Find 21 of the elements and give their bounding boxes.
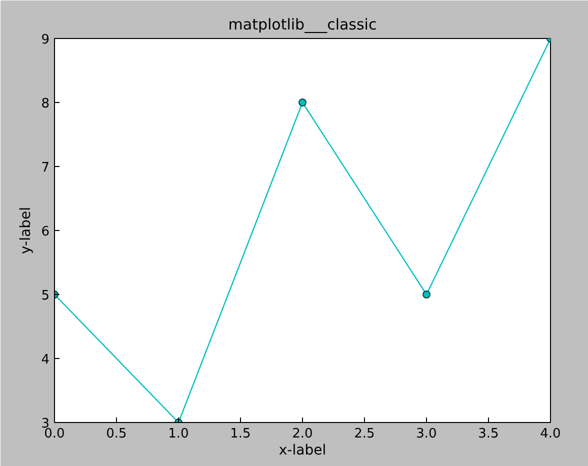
x-tick-label: 1.0	[168, 426, 189, 442]
x-tick-label: 0.0	[44, 426, 65, 442]
y-tick-label: 8	[41, 96, 50, 112]
line-series	[54, 38, 550, 422]
y-tick-label: 4	[41, 352, 50, 368]
point	[422, 290, 430, 298]
x-tick-label: 3.5	[478, 426, 499, 442]
x-tick-label: 4.0	[540, 426, 561, 442]
y-tick-label: 7	[41, 160, 50, 176]
x-tick-label: 3.0	[416, 426, 437, 442]
point	[298, 98, 306, 106]
x-tick-label: 2.0	[292, 426, 313, 442]
x-tick-label: 2.5	[354, 426, 375, 442]
x-tick-label: 0.5	[106, 426, 127, 442]
x-tick-label: 1.5	[230, 426, 251, 442]
y-tick-label: 9	[41, 32, 50, 48]
x-axis-title: x-label	[278, 442, 326, 458]
y-axis-title: y-label	[18, 207, 34, 254]
y-tick-label: 6	[41, 224, 50, 240]
chart-title: matplotlib___classic	[228, 16, 377, 34]
y-tick-label: 5	[41, 288, 50, 304]
